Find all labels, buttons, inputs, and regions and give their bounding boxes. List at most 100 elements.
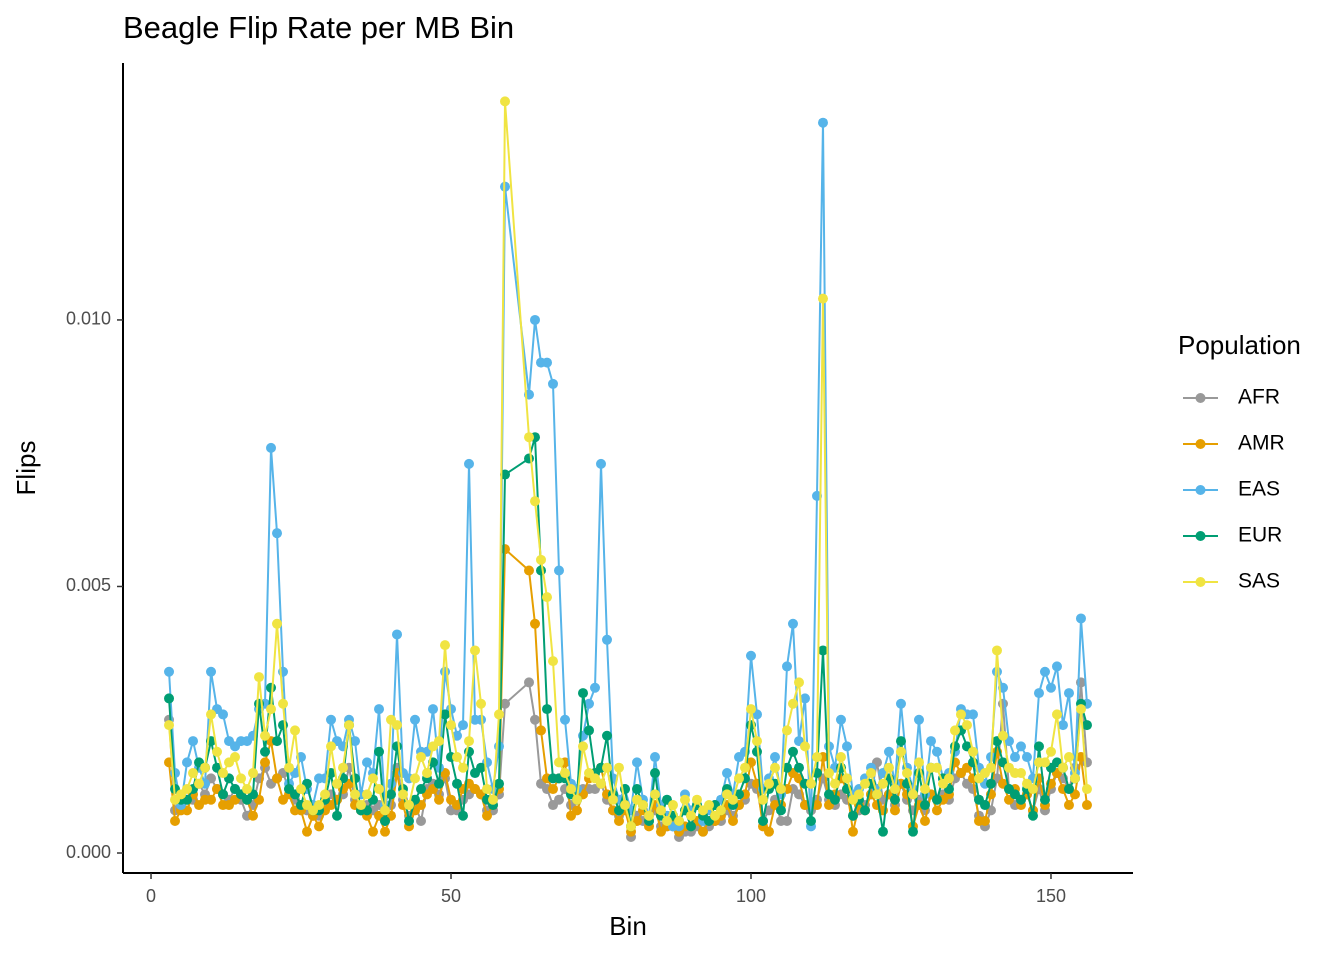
data-point	[380, 816, 391, 827]
data-point	[440, 666, 451, 677]
data-point	[829, 778, 840, 789]
data-point	[200, 762, 211, 773]
data-point	[859, 778, 870, 789]
data-point	[1015, 794, 1026, 805]
data-point	[536, 554, 547, 565]
data-point	[1057, 762, 1068, 773]
legend-label: SAS	[1238, 570, 1280, 593]
data-point	[775, 805, 786, 816]
data-point	[326, 741, 337, 752]
data-point	[266, 682, 277, 693]
data-point	[614, 762, 625, 773]
data-point	[524, 565, 535, 576]
data-point	[458, 810, 469, 821]
data-point	[464, 458, 475, 469]
data-point	[967, 746, 978, 757]
data-point	[392, 741, 403, 752]
data-point	[997, 730, 1008, 741]
data-point	[452, 730, 463, 741]
data-point	[560, 768, 571, 779]
data-point	[835, 714, 846, 725]
data-point	[440, 640, 451, 651]
data-point	[392, 629, 403, 640]
data-point	[829, 794, 840, 805]
data-point	[979, 800, 990, 811]
data-point	[260, 757, 271, 768]
data-point	[787, 698, 798, 709]
data-point	[949, 725, 960, 736]
data-point	[649, 768, 660, 779]
data-point	[643, 810, 654, 821]
data-point	[302, 826, 313, 837]
data-point	[524, 432, 535, 443]
data-point	[847, 810, 858, 821]
data-point	[452, 752, 463, 763]
data-point	[751, 736, 762, 747]
legend-swatch-point	[1195, 439, 1206, 449]
x-axis-title: Bin	[609, 911, 647, 941]
data-point	[1039, 757, 1050, 768]
data-point	[212, 746, 223, 757]
data-point	[236, 773, 247, 784]
x-tick-label: 50	[441, 886, 461, 906]
data-point	[350, 789, 361, 800]
data-point	[548, 784, 559, 795]
data-point	[685, 821, 696, 832]
data-point	[793, 677, 804, 688]
data-point	[410, 773, 421, 784]
x-tick-label: 100	[736, 886, 766, 906]
data-point	[985, 762, 996, 773]
data-point	[919, 784, 930, 795]
data-point	[374, 704, 385, 715]
data-point	[206, 709, 217, 720]
data-point	[476, 762, 487, 773]
data-point	[260, 730, 271, 741]
data-point	[883, 746, 894, 757]
data-point	[1063, 800, 1074, 811]
data-point	[218, 768, 229, 779]
data-point	[1045, 682, 1056, 693]
data-point	[877, 778, 888, 789]
data-point	[799, 693, 810, 704]
data-point	[817, 117, 828, 128]
data-point	[416, 784, 427, 795]
y-tick-label: 0.005	[66, 575, 111, 595]
data-point	[847, 826, 858, 837]
legend-label: EUR	[1238, 524, 1282, 547]
data-point	[925, 736, 936, 747]
data-point	[919, 816, 930, 827]
data-point	[943, 773, 954, 784]
data-point	[667, 800, 678, 811]
data-point	[625, 821, 636, 832]
data-point	[913, 714, 924, 725]
data-point	[440, 709, 451, 720]
data-point	[290, 725, 301, 736]
data-point	[1063, 784, 1074, 795]
data-point	[955, 709, 966, 720]
legend-swatch-point	[1195, 393, 1206, 403]
data-point	[727, 816, 738, 827]
data-point	[164, 693, 175, 704]
data-point	[877, 826, 888, 837]
data-point	[637, 800, 648, 811]
data-point	[608, 794, 619, 805]
data-point	[781, 816, 792, 827]
data-point	[362, 757, 373, 768]
data-point	[572, 794, 583, 805]
data-point	[805, 816, 816, 827]
data-point	[895, 698, 906, 709]
data-point	[715, 805, 726, 816]
data-point	[799, 741, 810, 752]
data-point	[991, 645, 1002, 656]
data-point	[362, 789, 373, 800]
data-point	[997, 698, 1008, 709]
data-point	[661, 816, 672, 827]
data-point	[1039, 794, 1050, 805]
data-point	[1075, 704, 1086, 715]
data-point	[769, 762, 780, 773]
data-point	[476, 714, 487, 725]
data-point	[823, 768, 834, 779]
data-point	[278, 698, 289, 709]
data-point	[182, 757, 193, 768]
